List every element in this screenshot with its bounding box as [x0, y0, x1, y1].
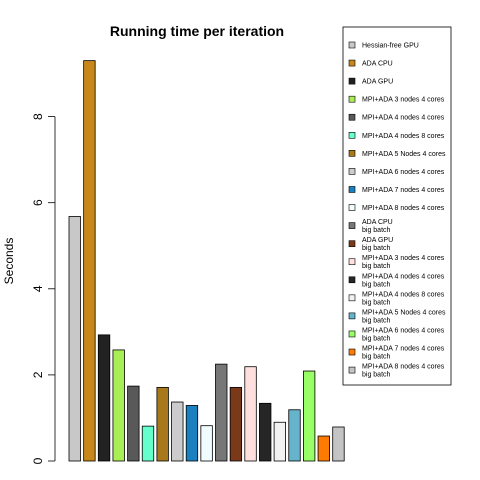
- bar: [141, 425, 155, 462]
- legend-label: MPI+ADA 4 nodes 8 cores: [362, 291, 445, 298]
- legend-label: MPI+ADA 8 nodes 4 cores: [362, 364, 445, 371]
- legend-label: MPI+ADA 3 nodes 4 cores: [362, 255, 445, 262]
- legend-swatch: [348, 132, 356, 139]
- legend-swatch: [348, 312, 356, 320]
- legend-swatch: [348, 348, 356, 356]
- legend-label: big batch: [362, 281, 391, 288]
- y-tick-label: 0: [31, 457, 45, 464]
- legend-swatch: [348, 95, 356, 103]
- legend-label: MPI+ADA 6 nodes 4 cores: [362, 169, 445, 176]
- bar: [229, 386, 243, 462]
- legend-label: MPI+ADA 3 nodes 4 cores: [362, 97, 445, 104]
- chart-title: Running time per iteration: [110, 23, 284, 39]
- legend-label: big batch: [362, 299, 391, 306]
- legend-swatch: [348, 59, 356, 67]
- y-tick-label: 2: [31, 371, 45, 378]
- legend-label: MPI+ADA 4 nodes 8 cores: [362, 133, 445, 140]
- legend-label: MPI+ADA 8 nodes 4 cores: [362, 205, 445, 212]
- bar: [83, 60, 96, 462]
- legend-label: big batch: [362, 372, 391, 379]
- legend-label: big batch: [362, 227, 391, 234]
- legend-label: MPI+ADA 5 Nodes 4 cores: [362, 309, 446, 316]
- legend-label: ADA CPU: [362, 219, 393, 226]
- legend-swatch: [348, 366, 356, 374]
- legend-label: ADA CPU: [362, 61, 393, 68]
- y-tick-label: 4: [31, 285, 45, 292]
- legend-label: MPI+ADA 7 nodes 4 cores: [362, 187, 445, 194]
- bar: [259, 402, 272, 462]
- y-axis-label: Seconds: [2, 238, 16, 285]
- legend-swatch: [348, 186, 356, 193]
- bar: [171, 401, 184, 462]
- y-tick-label: 6: [31, 199, 45, 206]
- legend-label: big batch: [362, 263, 391, 270]
- legend-label: big batch: [362, 245, 391, 252]
- bar: [215, 363, 228, 462]
- bar: [273, 421, 287, 462]
- bar: [302, 370, 316, 462]
- bar: [200, 425, 213, 462]
- bars: [68, 60, 345, 462]
- legend-label: big batch: [362, 335, 391, 342]
- legend-swatch: [348, 113, 356, 121]
- legend-box: [342, 26, 452, 386]
- legend-swatch: [348, 222, 356, 229]
- bar: [112, 349, 125, 462]
- legend-label: MPI+ADA 5 Nodes 4 cores: [362, 151, 446, 158]
- legend-label: Hessian-free GPU: [362, 43, 419, 50]
- legend-label: ADA GPU: [362, 79, 393, 86]
- bar: [97, 334, 111, 462]
- legend-label: ADA GPU: [362, 237, 393, 244]
- y-axis: 0 2 4 6 8: [31, 113, 56, 464]
- bar: [332, 426, 345, 462]
- bar: [288, 409, 301, 462]
- legend-label: MPI+ADA 4 nodes 4 cores: [362, 273, 445, 280]
- legend-swatch: [348, 240, 356, 247]
- legend-swatch: [348, 168, 356, 175]
- legend-swatch: [348, 41, 356, 49]
- legend-swatch: [348, 276, 356, 284]
- legend-label: big batch: [362, 354, 391, 361]
- legend-swatch: [348, 150, 356, 157]
- legend-label: MPI+ADA 4 nodes 4 cores: [362, 115, 445, 122]
- bar: [185, 405, 199, 462]
- bar: [156, 386, 169, 462]
- bar: [317, 435, 330, 462]
- bar: [127, 385, 140, 462]
- legend-label: MPI+ADA 7 nodes 4 cores: [362, 346, 445, 353]
- y-tick-label: 8: [31, 113, 45, 120]
- legend-swatch: [348, 330, 356, 338]
- legend-swatch: [348, 77, 356, 85]
- legend-swatch: [348, 294, 356, 302]
- legend-swatch: [348, 258, 356, 266]
- legend-swatch: [348, 204, 356, 211]
- bar: [68, 216, 81, 462]
- legend-label: big batch: [362, 317, 391, 324]
- legend-label: MPI+ADA 6 nodes 4 cores: [362, 327, 445, 334]
- bar: [244, 366, 257, 462]
- legend: Hessian-free GPU ADA CPU ADA GPU MPI+ADA 3 …: [342, 26, 452, 386]
